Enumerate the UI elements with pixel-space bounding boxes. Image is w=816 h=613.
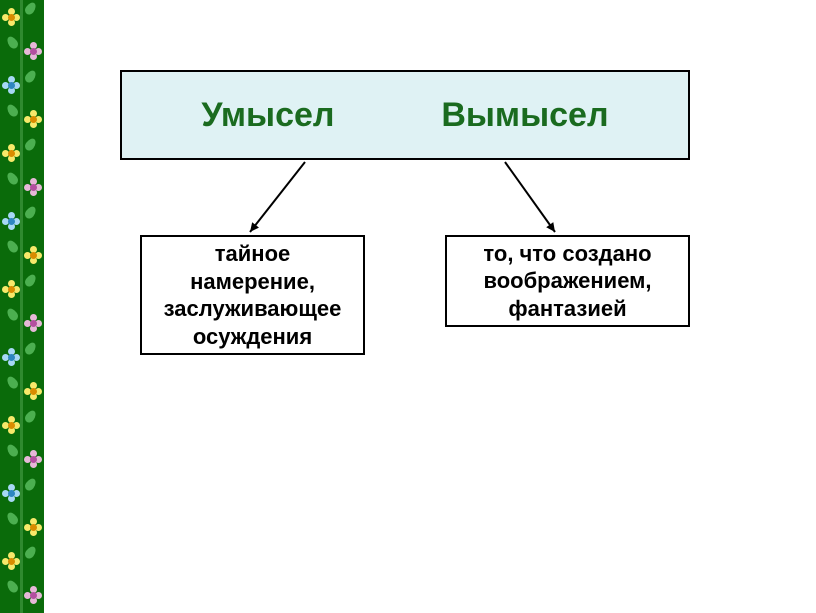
flower-icon [2,552,20,570]
flower-icon [24,450,42,468]
vine-strip [0,0,44,613]
leaf-icon [5,239,20,255]
leaf-icon [5,171,20,187]
flower-icon [2,484,20,502]
leaf-icon [5,511,20,527]
flower-icon [2,212,20,230]
concept-box: Умысел Вымысел [120,70,690,160]
leaf-icon [5,443,20,459]
leaf-icon [23,477,38,493]
leaf-icon [5,579,20,595]
flower-icon [24,586,42,604]
flower-icon [24,314,42,332]
vine-stem [20,0,23,613]
leaf-icon [23,205,38,221]
term-right: Вымысел [441,96,608,135]
definition-left: тайное намерение, заслуживающее осуждени… [140,235,365,355]
leaf-icon [23,69,38,85]
leaf-icon [23,341,38,357]
flower-icon [2,8,20,26]
leaf-icon [23,409,38,425]
flower-icon [24,42,42,60]
leaf-icon [5,307,20,323]
leaf-icon [23,137,38,153]
flower-icon [2,76,20,94]
flower-icon [24,246,42,264]
flower-icon [2,416,20,434]
flower-icon [24,110,42,128]
definition-right: то, что создано воображением, фантазией [445,235,690,327]
flower-icon [2,280,20,298]
flower-icon [2,348,20,366]
leaf-icon [5,375,20,391]
flower-icon [24,382,42,400]
leaf-icon [23,1,38,17]
leaf-icon [5,103,20,119]
leaf-icon [23,545,38,561]
flower-icon [2,144,20,162]
leaf-icon [5,35,20,51]
term-left: Умысел [201,96,334,135]
flower-icon [24,178,42,196]
leaf-icon [23,273,38,289]
flower-icon [24,518,42,536]
